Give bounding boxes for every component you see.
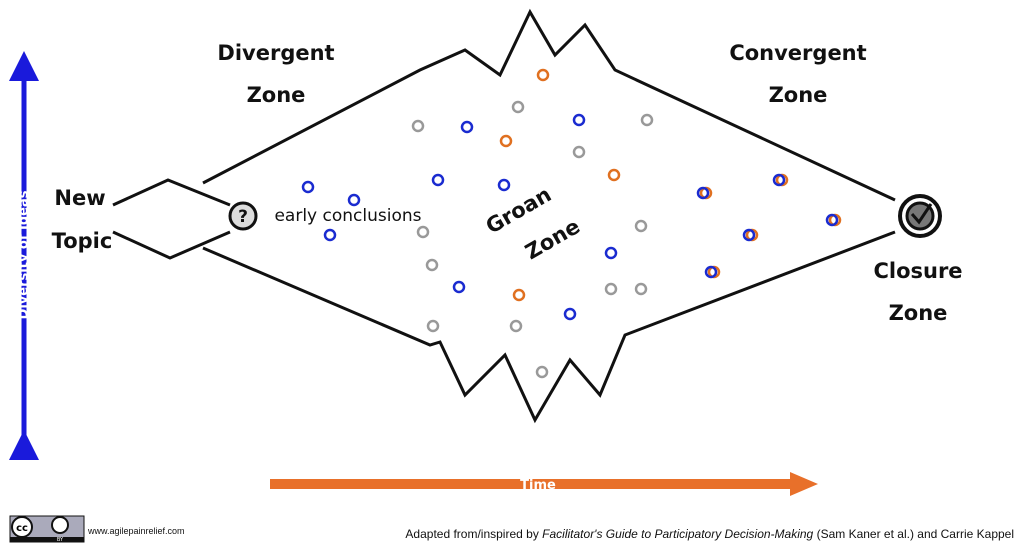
divergent-label: Divergent [217, 41, 334, 65]
site-url: www.agilepainrelief.com [87, 526, 185, 536]
x-axis-label: Time [520, 478, 556, 493]
divergent-label: Zone [247, 83, 306, 107]
y-axis-label: Diversity of Ideas [17, 190, 32, 319]
closure-label: Zone [889, 301, 948, 325]
new-topic-label: New [54, 186, 105, 210]
new-topic-label: Topic [52, 229, 113, 253]
closure-icon [898, 194, 942, 238]
groan-label: Zone [521, 214, 584, 264]
convergent-label: Convergent [729, 41, 866, 65]
cc-text: cc [16, 523, 28, 534]
credit-book: Facilitator's Guide to Participatory Dec… [542, 527, 813, 541]
question-mark: ? [238, 207, 248, 227]
closure-label: Closure [873, 259, 962, 283]
credit-text: Adapted from/inspired by [405, 527, 542, 541]
idea-dots [301, 68, 842, 379]
convergent-label: Zone [769, 83, 828, 107]
diamond-outline [112, 8, 896, 424]
question-icon: ? [228, 201, 258, 231]
credit-text: (Sam Kaner et al.) and Carrie Kappel [813, 527, 1014, 541]
cc-badge: cc BY [9, 515, 85, 543]
early-conclusions-label: early conclusions [274, 206, 421, 226]
credit: Adapted from/inspired by Facilitator's G… [405, 527, 1014, 541]
by-text: BY [57, 537, 64, 543]
x-axis-arrow [270, 472, 818, 496]
